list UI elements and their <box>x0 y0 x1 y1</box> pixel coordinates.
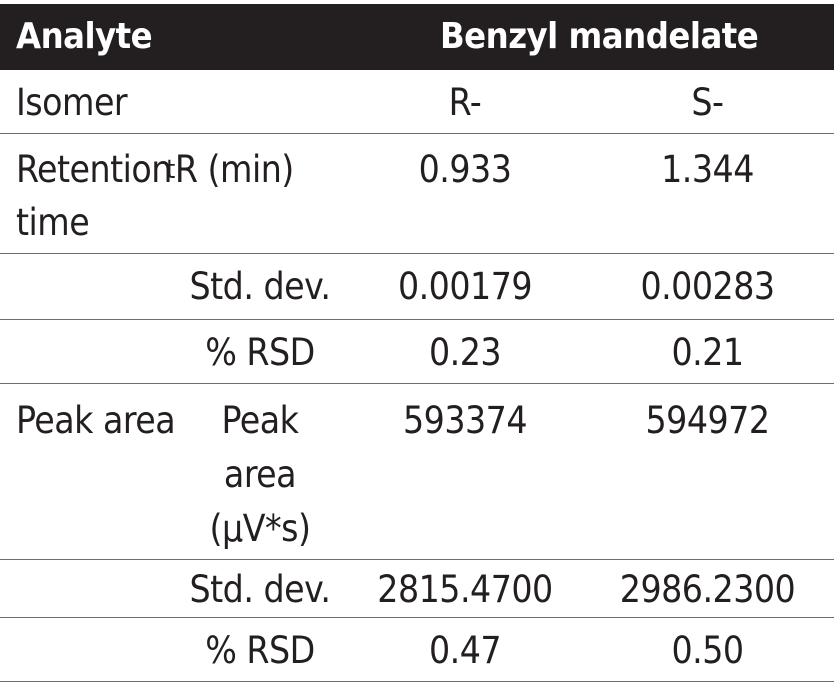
peak-sublabel-line1: Peak <box>221 399 299 442</box>
table-row-isomer: Isomer R- S- <box>0 70 834 134</box>
retention-label-line1: Retention <box>16 148 172 191</box>
peak-sublabel-line3: (µV*s) <box>209 507 311 550</box>
table-row-peak-stddev: Std. dev. 2815.4700 2986.2300 <box>0 560 834 618</box>
header-compound: Benzyl mandelate <box>440 16 759 57</box>
table-row-peak-rsd: % RSD 0.47 0.50 <box>0 618 834 682</box>
isomer-r: R- <box>448 81 482 124</box>
retention-sublabel-main: R (min) <box>174 148 294 191</box>
retention-rsd-label: % RSD <box>205 331 315 374</box>
isomer-label: Isomer <box>16 81 128 124</box>
retention-rsd-s: 0.21 <box>671 331 744 374</box>
peak-std-s: 2986.2300 <box>619 568 796 611</box>
header-analyte: Analyte <box>16 16 153 57</box>
table-row-retention-stddev: Std. dev. 0.00179 0.00283 <box>0 254 834 320</box>
peak-label: Peak area <box>16 399 176 442</box>
retention-label-line2: time <box>16 201 90 244</box>
table-row-retention-rsd: % RSD 0.23 0.21 <box>0 320 834 384</box>
table-row-peak-area: Peak area Peak area (µV*s) 593374 594972 <box>0 384 834 560</box>
retention-std-s: 0.00283 <box>640 265 775 308</box>
peak-r: 593374 <box>402 399 528 442</box>
retention-std-r: 0.00179 <box>397 265 533 308</box>
isomer-s: S- <box>691 81 724 124</box>
peak-rsd-label: % RSD <box>205 629 315 672</box>
retention-rsd-r: 0.23 <box>428 331 502 374</box>
peak-std-label: Std. dev. <box>189 568 331 611</box>
peak-sublabel-line2: area <box>223 453 297 496</box>
retention-s: 1.344 <box>661 148 754 191</box>
retention-sublabel: tR (min) <box>150 143 310 201</box>
data-table: Analyte Benzyl mandelate Isomer R- S- Re… <box>0 4 834 682</box>
peak-rsd-s: 0.50 <box>671 629 744 672</box>
retention-sublabel-sup: t <box>166 155 175 185</box>
peak-std-r: 2815.4700 <box>377 568 553 611</box>
table-row-retention-time: Retention time tR (min) 0.933 1.344 <box>0 134 834 254</box>
peak-rsd-r: 0.47 <box>428 629 502 672</box>
table-header-row: Analyte Benzyl mandelate <box>0 4 834 70</box>
retention-r: 0.933 <box>418 148 512 191</box>
peak-s: 594972 <box>645 399 770 442</box>
retention-std-label: Std. dev. <box>189 265 331 308</box>
